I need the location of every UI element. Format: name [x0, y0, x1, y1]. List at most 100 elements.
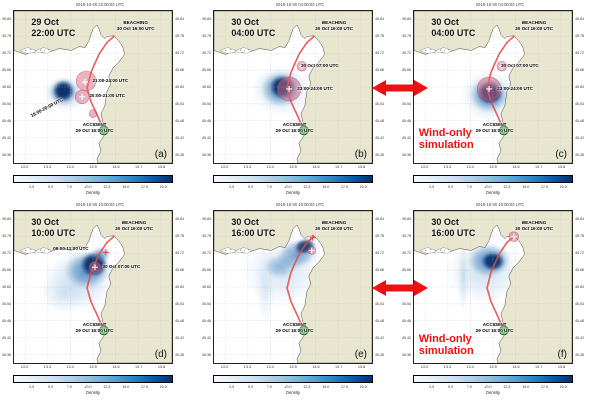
- drift-trajectory: [86, 235, 115, 332]
- marker-layer: [476, 60, 509, 136]
- x-tick-label: 13.6: [112, 165, 120, 169]
- y-tick-label: 45.78: [202, 233, 211, 238]
- colorbar-tick-label: 20.0: [159, 184, 167, 189]
- y-tick-label: 45.36: [575, 353, 584, 358]
- x-tick-label: 13.2: [420, 165, 429, 169]
- y-tick-label: 45.84: [2, 16, 11, 21]
- plume-blob: [457, 236, 470, 316]
- y-axis-ticks-left: 45.84 45.78 45.72 45.66 45.60 45.54 45.48 45.42…: [200, 210, 212, 364]
- x-tick-label: 13.6: [312, 365, 320, 369]
- y-tick-label: 45.42: [575, 136, 584, 141]
- y-axis-ticks-left: 45.84 45.78 45.72 45.66 45.60 45.54 45.48 45.42…: [0, 210, 12, 364]
- position-cross: [92, 264, 98, 271]
- wind-only-line: Wind-only: [418, 127, 472, 140]
- panel-letter: (d): [154, 349, 167, 360]
- x-tick-label: 13.3: [443, 165, 451, 169]
- colorbar-tick-label: 12.5: [103, 384, 111, 389]
- accident-marker: [499, 125, 509, 136]
- colorbar-tick-label: 7.5: [266, 184, 272, 189]
- y-tick-label: 45.84: [575, 16, 584, 21]
- y-tick-label: 45.36: [375, 353, 384, 358]
- colorbar-tick-label: 10.0: [84, 384, 92, 389]
- colorbar-tick-label: 12.5: [303, 184, 311, 189]
- colorbar-tick-label: 15.0: [322, 184, 330, 189]
- y-tick-label: 45.84: [202, 16, 211, 21]
- y-tick-label: 45.54: [402, 102, 411, 107]
- plume-blob: [52, 80, 75, 102]
- panel-timestamp: 2018-10-30 04:00:00 UTC: [275, 2, 325, 7]
- colorbar-tick-label: 7.5: [466, 184, 472, 189]
- colorbar-tick-label: 7.5: [66, 184, 72, 189]
- colorbar-tick-label: 5.0: [448, 384, 454, 389]
- y-tick-label: 45.66: [402, 67, 411, 72]
- y-tick-label: 45.48: [402, 319, 411, 324]
- colorbar-tick-label: 10.0: [284, 384, 292, 389]
- y-tick-label: 45.60: [575, 85, 584, 89]
- y-tick-label: 45.54: [175, 302, 184, 307]
- x-tick-label: 13.2: [220, 365, 229, 369]
- colorbar-tick-label: 17.5: [341, 384, 349, 389]
- x-tick-label: 13.2: [420, 365, 429, 369]
- y-tick-label: 45.36: [575, 153, 584, 158]
- colorbar-tick-label: 2.5: [229, 184, 235, 189]
- y-tick-label: 45.48: [175, 319, 184, 324]
- colorbar-tick-label: 7.5: [466, 384, 472, 389]
- y-tick-label: 45.60: [2, 85, 11, 89]
- panel-title: 30 Oct 16:00 UTC: [231, 217, 275, 240]
- panel-title-date: 29 Oct: [31, 17, 59, 28]
- y-tick-label: 45.54: [175, 102, 184, 107]
- y-tick-label: 45.54: [202, 302, 211, 307]
- y-tick-label: 45.42: [375, 136, 384, 141]
- position-cross: [82, 79, 89, 86]
- colorbar-tick-label: 2.5: [29, 184, 35, 189]
- colorbar-tick-label: 12.5: [303, 384, 311, 389]
- y-tick-label: 45.54: [575, 302, 584, 307]
- y-tick-label: 45.42: [2, 136, 11, 141]
- y-tick-label: 45.42: [575, 336, 584, 341]
- y-tick-label: 45.42: [375, 336, 384, 341]
- double-arrow-icon: [372, 278, 428, 298]
- x-tick-label: 13.5: [289, 365, 297, 369]
- panel-d: 2018-10-30 10:00:00 UTC BEACHING 30 Oct 1…: [0, 200, 200, 400]
- colorbar-tick-label: 5.0: [248, 184, 254, 189]
- x-tick-label: 13.5: [489, 165, 497, 169]
- x-tick-label: 13.4: [266, 365, 274, 369]
- y-tick-label: 45.72: [402, 50, 411, 55]
- y-tick-label: 45.54: [2, 302, 11, 307]
- y-tick-label: 45.48: [575, 119, 584, 124]
- y-axis-ticks-right: 45.84 45.78 45.72 45.66 45.60 45.54 45.48 45.42…: [574, 210, 588, 364]
- colorbar-tick-label: 2.5: [429, 184, 435, 189]
- y-tick-label: 45.66: [2, 67, 11, 72]
- panel-timestamp: 2018-10-30 16:00:00 UTC: [275, 202, 325, 207]
- panel-letter: (b): [354, 149, 367, 160]
- y-tick-label: 45.60: [175, 85, 184, 89]
- y-tick-label: 45.78: [575, 233, 584, 238]
- marker-layer: [499, 231, 520, 336]
- x-tick-label: 13.7: [134, 165, 143, 169]
- x-tick-label: 13.7: [134, 365, 143, 369]
- grid-lines: [14, 11, 172, 163]
- plume-blob: [91, 246, 111, 263]
- colorbar-tick-label: 20.0: [559, 184, 567, 189]
- panel-title: 30 Oct 10:00 UTC: [31, 217, 75, 240]
- panel-title: 29 Oct 22:00 UTC: [31, 17, 75, 40]
- wind-only-line: simulation: [418, 344, 474, 357]
- position-circle: [88, 109, 98, 118]
- accident-marker: [299, 125, 309, 136]
- drift-trajectory: [286, 235, 315, 332]
- y-tick-label: 45.72: [175, 250, 184, 255]
- panel-c: 2018-10-30 04:00:00 UTC BEACHING 30 Oct 1…: [400, 0, 600, 200]
- grid-lines: [414, 11, 572, 163]
- y-tick-label: 45.66: [2, 267, 11, 272]
- wind-only-label: Wind-only simulation: [418, 127, 474, 151]
- y-tick-label: 45.42: [202, 336, 211, 341]
- y-tick-label: 45.84: [175, 16, 184, 21]
- x-tick-label: 13.8: [357, 165, 366, 169]
- colorbar-label: Density: [86, 190, 100, 195]
- colorbar-tick-label: 15.0: [122, 184, 130, 189]
- accident-marker: [499, 325, 509, 336]
- y-tick-label: 45.84: [202, 216, 211, 221]
- y-axis-ticks-left: 45.84 45.78 45.72 45.66 45.60 45.54 45.48 45.42…: [0, 10, 12, 164]
- marker-layer: [74, 70, 109, 136]
- colorbar-ticks: 2.5 5.0 7.5 10.0 12.5 15.0 17.5 20.0: [13, 185, 173, 190]
